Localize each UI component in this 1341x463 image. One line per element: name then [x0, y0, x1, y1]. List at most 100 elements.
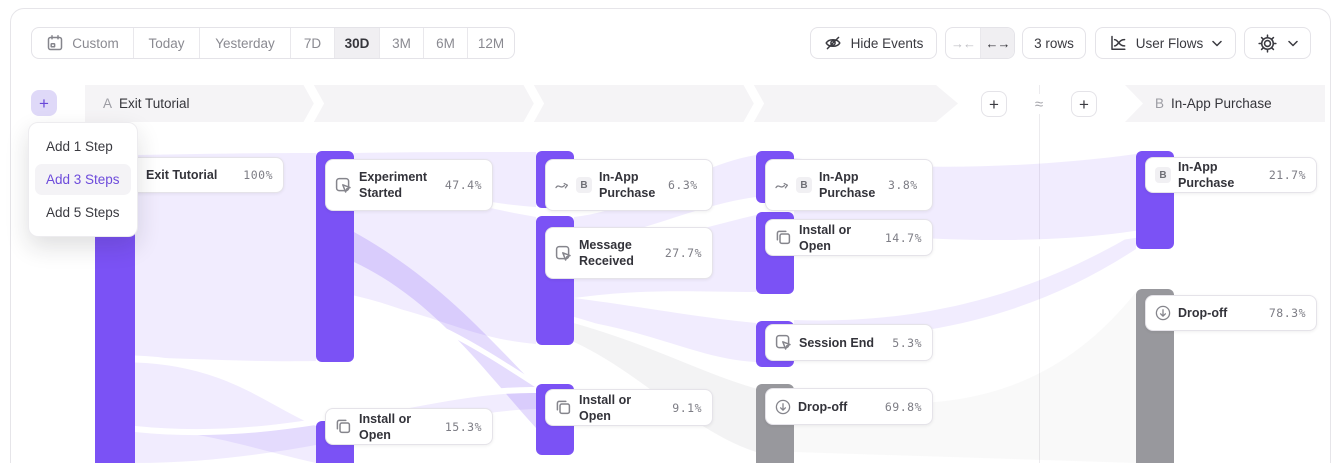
- flow-node-drop-off-78[interactable]: Drop-off 78.3%: [1145, 295, 1317, 331]
- date-range-label: 6M: [436, 35, 455, 51]
- plus-icon: +: [1079, 94, 1089, 114]
- node-percent: 6.3%: [668, 178, 698, 192]
- node-percent: 5.3%: [892, 335, 922, 350]
- date-range-label: 3M: [392, 35, 411, 51]
- collapse-columns-button[interactable]: →←: [946, 28, 980, 58]
- menu-item-add-1-step[interactable]: Add 1 Step: [29, 131, 137, 162]
- node-label: Install or Open: [579, 392, 632, 423]
- hide-events-label: Hide Events: [850, 35, 924, 51]
- flow-node-exit-tutorial[interactable]: Exit Tutorial 100%: [112, 157, 284, 193]
- menu-item-add-3-steps[interactable]: Add 3 Steps: [35, 164, 131, 195]
- node-label: Exit Tutorial: [146, 168, 218, 182]
- date-range-7d[interactable]: 7D: [290, 28, 334, 58]
- node-label: Install or Open: [799, 222, 852, 253]
- node-label: Session End: [799, 335, 875, 350]
- chevron-down-icon: [1287, 40, 1298, 47]
- node-percent: 14.7%: [884, 230, 922, 245]
- node-percent: 3.8%: [888, 178, 918, 192]
- cursor-click-icon: [555, 245, 572, 262]
- plus-icon: +: [39, 93, 49, 113]
- section-b-prefix: B: [1155, 96, 1165, 111]
- node-percent: 47.4%: [444, 178, 482, 192]
- section-b-title: In-App Purchase: [1171, 96, 1272, 111]
- rows-count-button[interactable]: 3 rows: [1022, 27, 1086, 59]
- trend-arrow-icon: [555, 179, 569, 191]
- node-percent: 69.8%: [884, 399, 922, 414]
- date-range-label: 12M: [477, 35, 505, 51]
- flow-node-in-app-purchase-21[interactable]: B In-App Purchase 21.7%: [1145, 157, 1317, 193]
- flow-node-install-or-open-14[interactable]: Install or Open 14.7%: [765, 219, 933, 256]
- section-break-symbol: ≈: [1029, 94, 1049, 114]
- flow-node-session-end[interactable]: Session End 5.3%: [765, 324, 933, 361]
- node-percent: 15.3%: [444, 419, 482, 434]
- arrows-outward-icon: ←→: [985, 35, 1010, 51]
- node-label: Experiment Started: [359, 170, 428, 200]
- add-step-after-a-button[interactable]: +: [981, 91, 1007, 117]
- trend-arrow-icon: [775, 179, 789, 191]
- node-percent: 27.7%: [664, 246, 702, 260]
- menu-item-label: Add 3 Steps: [46, 172, 120, 187]
- add-step-before-b-button[interactable]: +: [1071, 91, 1097, 117]
- node-label: Install or Open: [359, 411, 412, 442]
- node-percent: 9.1%: [672, 400, 702, 415]
- section-a-title: Exit Tutorial: [119, 96, 190, 111]
- copy-window-icon: [335, 418, 352, 435]
- view-selector-button[interactable]: User Flows: [1095, 27, 1236, 59]
- date-range-label: 7D: [303, 35, 322, 51]
- settings-button[interactable]: [1244, 27, 1311, 59]
- node-percent: 100%: [243, 168, 273, 182]
- flow-node-in-app-purchase-6[interactable]: B In-App Purchase 6.3%: [545, 159, 713, 211]
- date-range-label: Custom: [72, 35, 119, 51]
- flow-node-in-app-purchase-3[interactable]: B In-App Purchase 3.8%: [765, 159, 933, 211]
- section-b-badge: B: [1155, 167, 1171, 183]
- flow-node-message-received[interactable]: Message Received 27.7%: [545, 227, 713, 279]
- copy-window-icon: [775, 229, 792, 246]
- date-range-label: 30D: [344, 35, 370, 51]
- hide-events-button[interactable]: Hide Events: [810, 27, 937, 59]
- date-range-today[interactable]: Today: [133, 28, 199, 58]
- arrow-down-circle-icon: [775, 399, 791, 415]
- date-range-selector: Custom Today Yesterday 7D 30D 3M 6M 12M: [31, 27, 515, 59]
- section-a-header[interactable]: A Exit Tutorial: [85, 85, 958, 122]
- section-b-header[interactable]: B In-App Purchase: [1125, 85, 1325, 122]
- node-label: Drop-off: [798, 399, 848, 414]
- date-range-6m[interactable]: 6M: [423, 28, 467, 58]
- spacing-toggle-group: →← ←→: [945, 27, 1015, 59]
- view-selector-label: User Flows: [1135, 35, 1204, 51]
- date-range-custom[interactable]: Custom: [32, 28, 133, 58]
- flow-node-drop-off-69[interactable]: Drop-off 69.8%: [765, 388, 933, 425]
- flow-node-install-or-open-9[interactable]: Install or Open 9.1%: [545, 389, 713, 426]
- section-a-prefix: A: [103, 96, 113, 111]
- add-step-before-button[interactable]: +: [31, 90, 57, 116]
- calendar-icon: [46, 34, 64, 52]
- node-percent: 78.3%: [1268, 306, 1306, 320]
- arrow-down-circle-icon: [1155, 305, 1171, 321]
- chevron-down-icon: [1212, 40, 1222, 47]
- node-label: Message Received: [579, 238, 634, 268]
- flow-node-install-or-open-15[interactable]: Install or Open 15.3%: [325, 408, 493, 445]
- node-label: Drop-off: [1178, 306, 1228, 320]
- expand-columns-button[interactable]: ←→: [979, 28, 1014, 58]
- date-range-yesterday[interactable]: Yesterday: [199, 28, 290, 58]
- menu-item-label: Add 5 Steps: [46, 205, 120, 220]
- add-steps-menu: Add 1 Step Add 3 Steps Add 5 Steps: [28, 122, 138, 237]
- menu-item-label: Add 1 Step: [46, 139, 113, 154]
- menu-item-add-5-steps[interactable]: Add 5 Steps: [29, 197, 137, 228]
- date-range-3m[interactable]: 3M: [379, 28, 423, 58]
- plus-icon: +: [989, 94, 999, 114]
- node-percent: 21.7%: [1268, 168, 1306, 182]
- arrows-inward-icon: →←: [950, 35, 976, 51]
- date-range-12m[interactable]: 12M: [467, 28, 514, 58]
- section-b-badge: B: [796, 177, 812, 193]
- cursor-click-icon: [335, 177, 352, 194]
- date-range-30d-active[interactable]: 30D: [334, 28, 379, 58]
- cursor-click-icon: [775, 334, 792, 351]
- flow-node-experiment-started[interactable]: Experiment Started 47.4%: [325, 159, 493, 211]
- date-range-label: Today: [148, 35, 185, 51]
- chevron-separator-icon: [303, 85, 325, 122]
- chevron-separator-icon: [743, 85, 765, 122]
- chevron-separator-icon: [523, 85, 545, 122]
- node-label: In-App Purchase: [819, 170, 876, 200]
- node-label: In-App Purchase: [599, 170, 656, 200]
